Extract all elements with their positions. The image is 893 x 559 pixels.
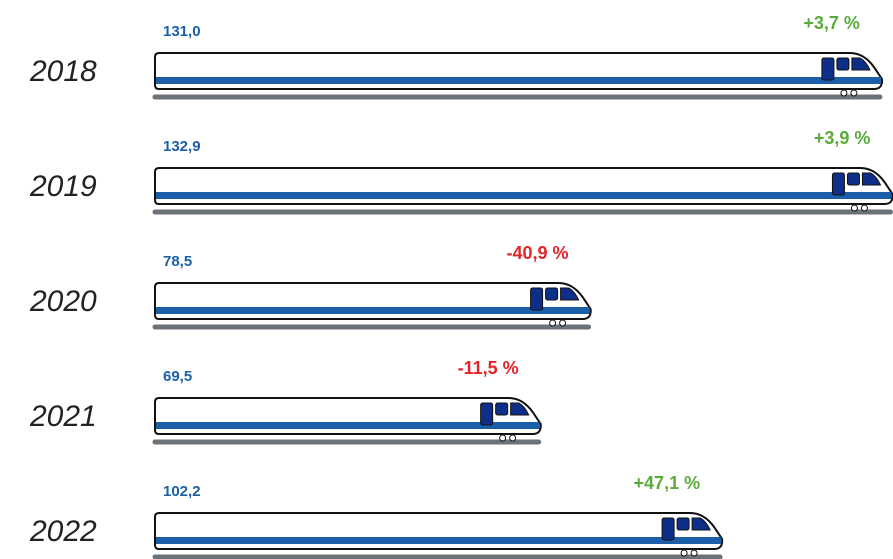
change-label: -40,9 % (507, 243, 569, 263)
year-label: 2019 (29, 170, 97, 203)
year-label: 2022 (29, 515, 97, 548)
window (662, 518, 674, 540)
change-label: +3,9 % (814, 128, 871, 148)
train (155, 283, 591, 327)
wheel (861, 205, 867, 211)
wheel (851, 90, 857, 96)
year-label: 2021 (29, 400, 97, 433)
window (546, 288, 558, 300)
wheel (841, 90, 847, 96)
window (847, 173, 859, 185)
wheel (691, 550, 697, 556)
window (531, 288, 543, 310)
window (822, 58, 834, 80)
wheel (510, 435, 516, 441)
wheel (550, 320, 556, 326)
chart: 2018 131,0 +3,7 % 2019 132,9 +3,9 % 2020 78,5 -4… (0, 0, 893, 559)
window (837, 58, 849, 70)
value-label: 132,9 (163, 138, 201, 155)
train-stripe (156, 537, 721, 544)
train-stripe (156, 77, 881, 84)
change-label: +3,7 % (803, 13, 860, 33)
train (155, 513, 722, 557)
train (155, 53, 882, 97)
wheel (851, 205, 857, 211)
window (496, 403, 508, 415)
window (481, 403, 493, 425)
change-label: -11,5 % (458, 358, 519, 378)
wheel (681, 550, 687, 556)
value-label: 131,0 (163, 23, 201, 40)
value-label: 69,5 (163, 368, 192, 385)
year-label: 2020 (29, 285, 97, 318)
window (832, 173, 844, 195)
year-label: 2018 (29, 55, 97, 88)
change-label: +47,1 % (634, 473, 701, 493)
train-stripe (156, 192, 891, 199)
value-label: 102,2 (163, 483, 201, 500)
wheel (560, 320, 566, 326)
value-label: 78,5 (163, 253, 192, 270)
train (155, 168, 893, 212)
train-stripe (156, 307, 590, 314)
window (677, 518, 689, 530)
wheel (500, 435, 506, 441)
train (155, 398, 541, 442)
